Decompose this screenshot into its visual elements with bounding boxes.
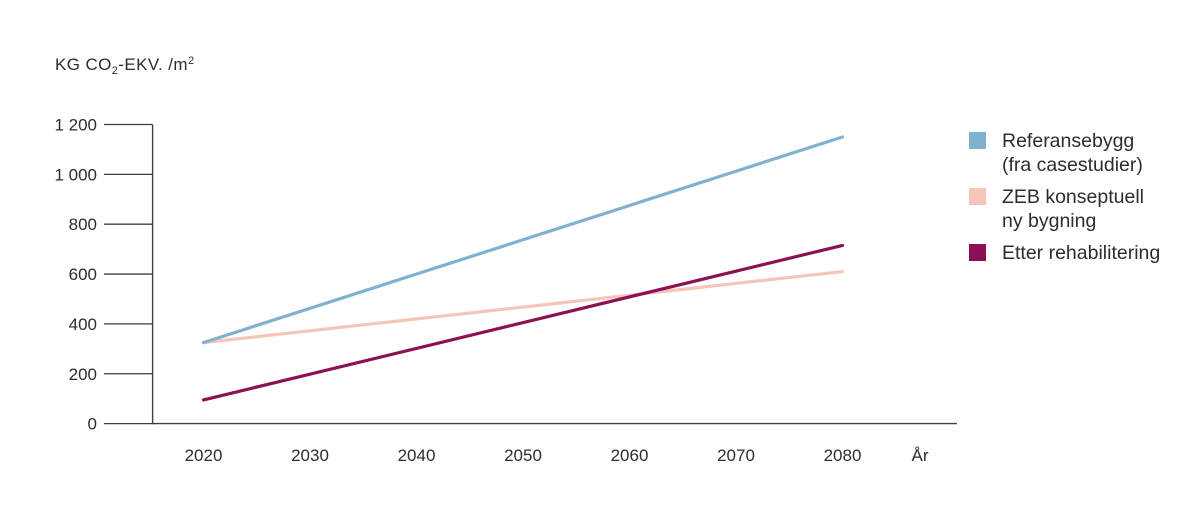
series-line-0 (201, 135, 845, 345)
y-tick-label: 0 (88, 415, 97, 434)
x-tick-label: 2020 (185, 446, 223, 465)
legend: Referansebygg (fra casestudier) ZEB kons… (969, 130, 1160, 266)
legend-swatch-etter-rehabilitering-icon (969, 244, 986, 261)
legend-swatch-referansebygg-icon (969, 132, 986, 149)
legend-label-referansebygg: Referansebygg (fra casestudier) (1002, 130, 1143, 177)
y-tick-label: 1 000 (54, 165, 97, 184)
legend-label-line: ny bygning (1002, 209, 1097, 232)
x-tick-label: 2030 (291, 446, 329, 465)
legend-label-line: (fra casestudier) (1002, 153, 1143, 176)
y-tick-label: 800 (69, 215, 97, 234)
legend-item-etter-rehabilitering: Etter rehabilitering (969, 242, 1160, 266)
legend-label-line: ZEB konseptuell (1002, 186, 1144, 208)
legend-item-zeb-konseptuell: ZEB konseptuell ny bygning (969, 186, 1160, 233)
legend-label-etter-rehabilitering: Etter rehabilitering (1002, 242, 1160, 266)
y-tick-label: 600 (69, 265, 97, 284)
series-line-1 (201, 269, 845, 345)
y-tick-label: 200 (69, 365, 97, 384)
x-tick-label: 2050 (504, 446, 542, 465)
y-axis-title-pre: KG CO (55, 55, 112, 74)
x-tick-label: 2060 (611, 446, 649, 465)
y-axis-title-subscript: 2 (111, 65, 119, 77)
series-line-2 (201, 243, 845, 402)
legend-label-line: Etter rehabilitering (1002, 242, 1161, 264)
legend-item-referansebygg: Referansebygg (fra casestudier) (969, 130, 1160, 177)
y-axis-title-mid: -EKV. /m (118, 55, 188, 74)
x-tick-label: 2070 (717, 446, 755, 465)
x-axis-label: År (912, 446, 929, 465)
y-tick-label: 1 200 (54, 116, 97, 135)
x-tick-label: 2080 (824, 446, 862, 465)
y-tick-label: 400 (69, 315, 97, 334)
legend-swatch-zeb-konseptuell-icon (969, 188, 986, 205)
y-axis-title-superscript: 2 (187, 55, 195, 67)
legend-label-zeb-konseptuell: ZEB konseptuell ny bygning (1002, 186, 1144, 233)
y-axis-title: KG CO2-EKV. /m2 (55, 55, 195, 77)
legend-label-line: Referansebygg (1002, 130, 1135, 152)
x-tick-label: 2040 (398, 446, 436, 465)
